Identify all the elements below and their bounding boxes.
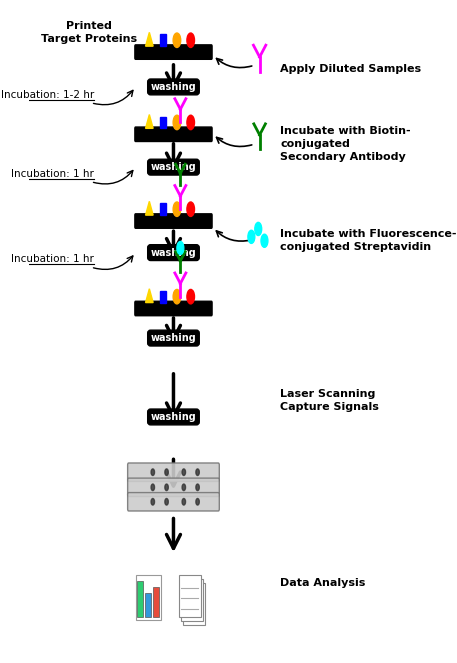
- Circle shape: [182, 484, 186, 491]
- FancyBboxPatch shape: [128, 493, 219, 511]
- Circle shape: [173, 202, 181, 216]
- Circle shape: [187, 33, 195, 48]
- Text: washing: washing: [151, 412, 197, 422]
- FancyBboxPatch shape: [128, 478, 219, 497]
- FancyBboxPatch shape: [135, 45, 212, 59]
- Bar: [160, 117, 166, 129]
- Bar: [136, 575, 161, 620]
- Polygon shape: [146, 289, 153, 302]
- Circle shape: [196, 469, 199, 475]
- Circle shape: [151, 469, 154, 475]
- Text: washing: washing: [151, 333, 197, 343]
- Text: Incubation: 1 hr: Incubation: 1 hr: [11, 168, 94, 179]
- Bar: [137, 581, 143, 617]
- Polygon shape: [146, 115, 153, 129]
- Circle shape: [187, 202, 195, 216]
- Text: Apply Diluted Samples: Apply Diluted Samples: [280, 64, 421, 74]
- Circle shape: [248, 230, 255, 243]
- Circle shape: [173, 115, 181, 130]
- Bar: [160, 291, 166, 302]
- Circle shape: [173, 290, 181, 304]
- Circle shape: [187, 290, 195, 304]
- Text: washing: washing: [151, 82, 197, 92]
- Circle shape: [261, 234, 268, 247]
- Circle shape: [255, 222, 262, 235]
- Bar: [160, 34, 166, 46]
- Circle shape: [182, 469, 186, 475]
- Text: Incubation: 1-2 hr: Incubation: 1-2 hr: [1, 90, 94, 100]
- Polygon shape: [146, 32, 153, 46]
- Circle shape: [187, 115, 195, 130]
- FancyBboxPatch shape: [135, 213, 212, 228]
- Circle shape: [182, 499, 186, 505]
- Text: Incubation: 1 hr: Incubation: 1 hr: [11, 254, 94, 264]
- FancyBboxPatch shape: [181, 579, 203, 621]
- Text: Printed
Target Proteins: Printed Target Proteins: [41, 21, 137, 44]
- Circle shape: [165, 499, 168, 505]
- FancyBboxPatch shape: [135, 301, 212, 316]
- FancyBboxPatch shape: [179, 575, 201, 617]
- Text: Data Analysis: Data Analysis: [280, 577, 366, 587]
- FancyBboxPatch shape: [128, 463, 219, 481]
- Circle shape: [151, 499, 154, 505]
- Circle shape: [165, 469, 168, 475]
- Polygon shape: [146, 202, 153, 215]
- Text: Laser Scanning
Capture Signals: Laser Scanning Capture Signals: [280, 389, 379, 412]
- Circle shape: [177, 241, 184, 255]
- Bar: [145, 593, 151, 617]
- Circle shape: [165, 484, 168, 491]
- Text: washing: washing: [151, 162, 197, 172]
- Circle shape: [196, 484, 199, 491]
- FancyBboxPatch shape: [135, 127, 212, 141]
- Circle shape: [151, 484, 154, 491]
- Bar: [153, 587, 159, 617]
- Circle shape: [196, 499, 199, 505]
- Text: washing: washing: [151, 247, 197, 258]
- FancyBboxPatch shape: [183, 583, 205, 625]
- Circle shape: [173, 33, 181, 48]
- Bar: [160, 204, 166, 215]
- Text: Incubate with Fluorescence-
conjugated Streptavidin: Incubate with Fluorescence- conjugated S…: [280, 229, 457, 253]
- Text: Incubate with Biotin-
conjugated
Secondary Antibody: Incubate with Biotin- conjugated Seconda…: [280, 126, 411, 162]
